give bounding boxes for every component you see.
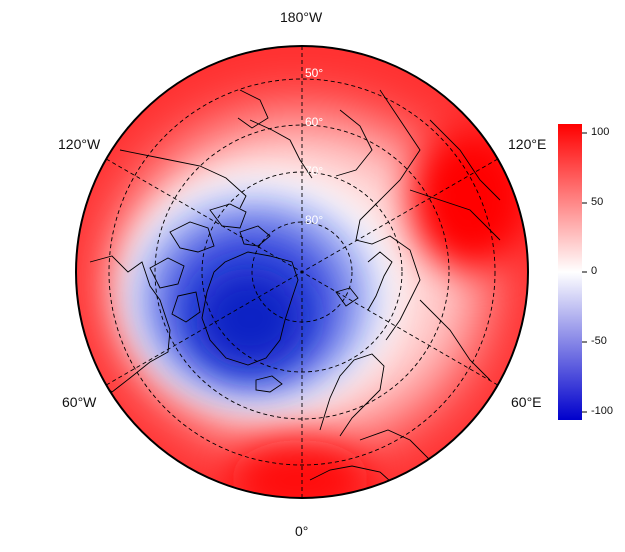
lat-label-70: 70° [305, 164, 323, 178]
lon-label-bottom: 0° [295, 523, 309, 539]
anomaly-field [76, 46, 528, 498]
lat-label-60: 60° [305, 115, 323, 129]
coastlines [89, 89, 501, 491]
lon-label-lower-left: 60°W [62, 394, 97, 410]
lon-label-top: 180°W [280, 9, 323, 25]
colorbar-label-50: 50 [591, 196, 604, 208]
graticule [106, 46, 498, 498]
map-border [75, 45, 529, 499]
lat-label-80: 80° [305, 213, 323, 227]
lon-label-lower-right: 60°E [511, 394, 542, 410]
lat-label-50: 50° [305, 66, 323, 80]
lon-label-upper-left: 120°W [58, 136, 101, 152]
colorbar-gradient [558, 124, 582, 420]
colorbar [558, 124, 587, 420]
lon-label-upper-right: 120°E [508, 136, 547, 152]
colorbar-label-neg100: -100 [591, 405, 614, 417]
colorbar-label-0: 0 [591, 265, 598, 277]
colorbar-label-neg50: -50 [591, 335, 607, 347]
colorbar-label-100: 100 [591, 126, 610, 138]
